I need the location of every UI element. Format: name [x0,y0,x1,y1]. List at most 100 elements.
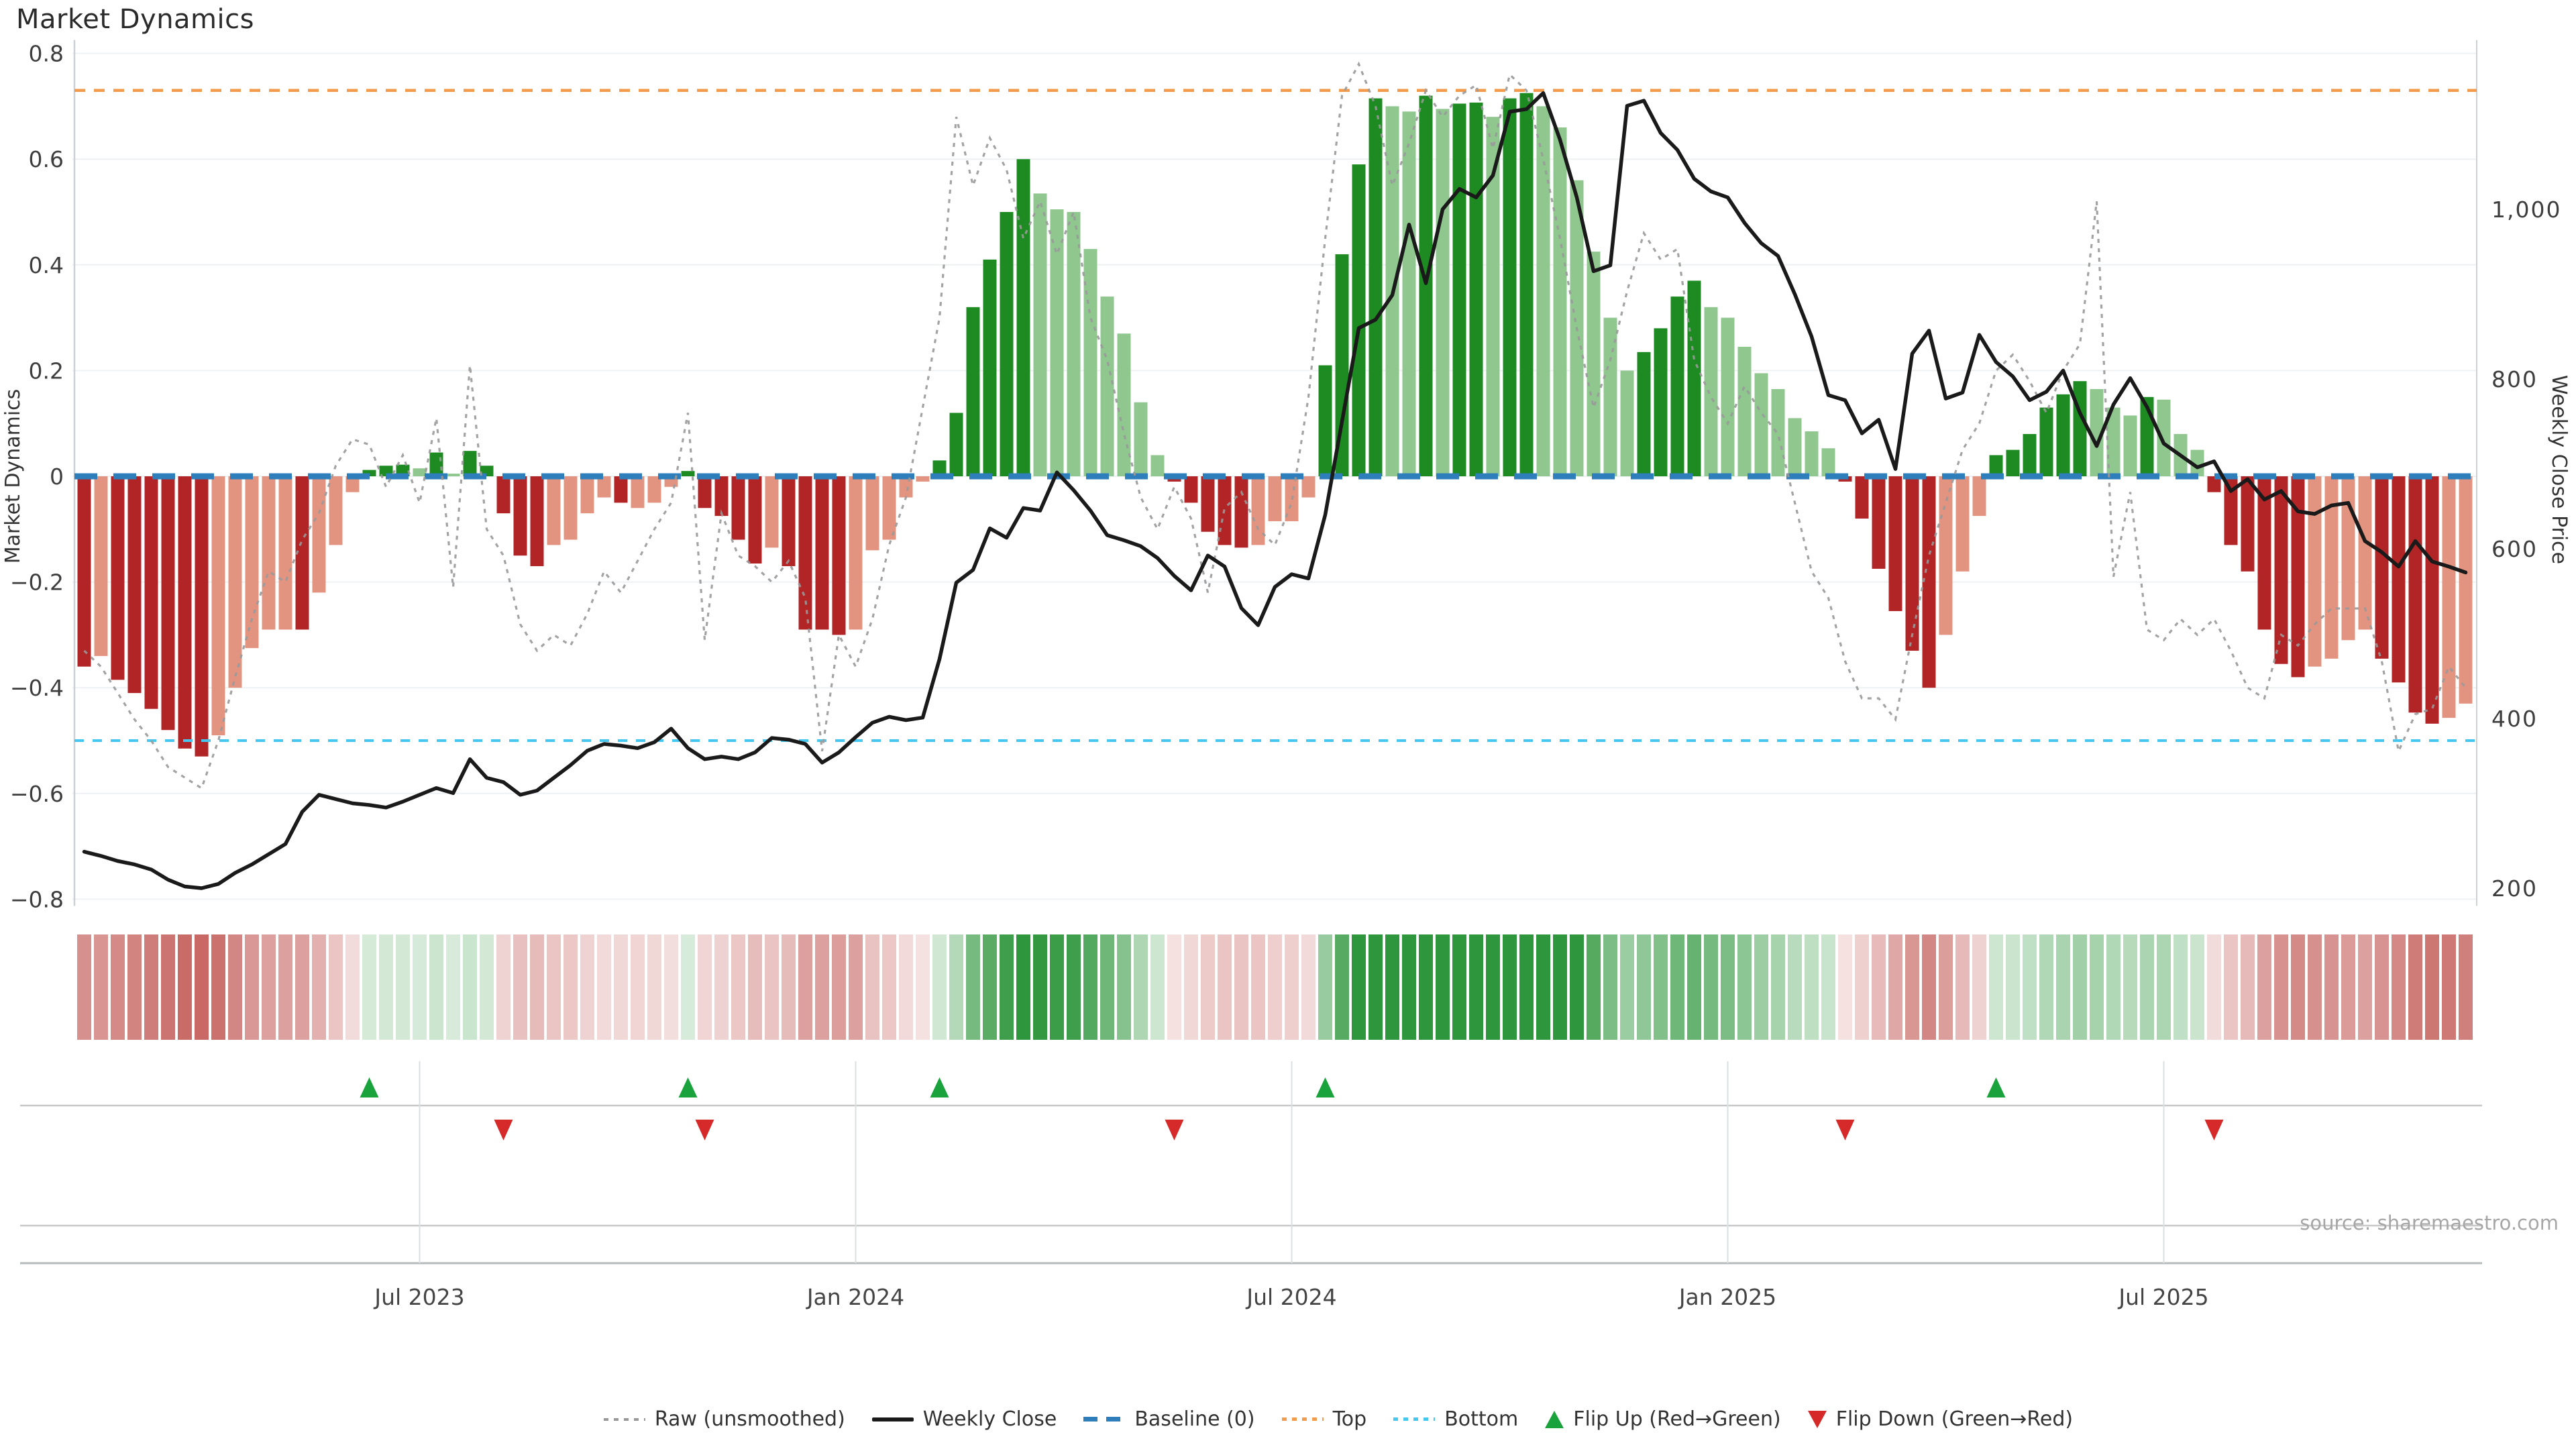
dynamics-bar [111,476,125,680]
dynamics-bar [1268,476,1282,521]
dynamics-bar [2291,476,2305,678]
page-title: Market Dynamics [16,4,254,35]
dynamics-bar [1000,212,1014,476]
right-tick-label: 1,000 [2491,197,2561,223]
heatmap-cell [463,934,477,1040]
dynamics-bar [1067,212,1081,476]
dynamics-bar [2324,476,2339,659]
legend-item-baseline: Baseline (0) [1083,1407,1255,1431]
heatmap-cell [77,934,91,1040]
heatmap-cell [966,934,980,1040]
heatmap-cell [1150,934,1165,1040]
dynamics-bar [681,471,695,476]
dynamics-bar [94,476,108,656]
heatmap-cell [1469,934,1483,1040]
x-tick-label: Jul 2025 [2117,1284,2208,1310]
heatmap-cell [2308,934,2322,1040]
dynamics-bar [1318,365,1332,476]
heatmap-cell [1654,934,1668,1040]
dynamics-bar [1721,317,1735,476]
heatmap-cell [1268,934,1282,1040]
legend-label: Bottom [1444,1407,1519,1431]
heatmap-cell [211,934,225,1040]
heatmap-cell [1687,934,1701,1040]
dynamics-bar [1335,254,1349,476]
legend-item-bottom: Bottom [1393,1407,1518,1431]
dynamics-bar [949,413,963,476]
legend-item-flip-up: Flip Up (Red→Green) [1545,1407,1781,1431]
bottom-band-icon [1393,1417,1436,1421]
dynamics-bar [1184,476,1198,503]
heatmap-cell [1620,934,1634,1040]
left-tick-label: 0.4 [29,252,64,278]
heatmap-cell [1318,934,1332,1040]
dynamics-bar [580,476,594,514]
heatmap-cell [1385,934,1399,1040]
dynamics-bar [1503,98,1517,476]
heatmap-cell [245,934,259,1040]
heatmap-cell [748,934,762,1040]
dynamics-bar [1771,388,1785,476]
dynamics-bar [496,476,511,514]
weekly-close-line-icon [871,1417,914,1421]
left-tick-label: 0.2 [29,358,64,384]
flip-up-marker [930,1077,949,1097]
dynamics-bar [698,476,712,508]
heatmap-cell [1838,934,1852,1040]
left-tick-label: −0.2 [10,570,64,596]
dynamics-bar [2056,394,2070,476]
dynamics-bar [748,476,762,564]
heatmap-cell [1251,934,1265,1040]
raw-line-icon [603,1417,645,1421]
dynamics-bar [1100,297,1114,476]
heatmap-cell [1016,934,1030,1040]
heatmap-cell [1603,934,1617,1040]
heatmap-cell [362,934,376,1040]
dynamics-bar [429,452,443,476]
heatmap-cell [1503,934,1517,1040]
weekly-close-line [82,91,2468,890]
dynamics-bar [1486,117,1500,476]
heatmap-cell [2190,934,2204,1040]
heatmap-cell [2459,934,2473,1040]
dynamics-bar [1536,106,1550,476]
heatmap-cell [2257,934,2271,1040]
heatmap-cell [513,934,527,1040]
heatmap-cell [1419,934,1433,1040]
heatmap-cell [1872,934,1886,1040]
heatmap-cell [2157,934,2171,1040]
heatmap-cell [1587,934,1601,1040]
heatmap-cell [1301,934,1316,1040]
dynamics-bar [530,476,544,566]
dynamics-bar [1855,476,1869,519]
right-tick-label: 600 [2491,536,2538,562]
heatmap-cell [1234,934,1248,1040]
heatmap-cell [195,934,209,1040]
dynamics-bar [345,476,360,492]
heatmap-cell [2140,934,2154,1040]
dynamics-bar [161,476,175,731]
dynamics-bar [782,476,796,566]
heatmap-cell [1436,934,1450,1040]
dynamics-bar [1016,159,1030,476]
heatmap-cell [664,934,678,1040]
x-tick-label: Jul 2024 [1245,1284,1336,1310]
dynamics-bar [1972,476,1986,517]
heatmap-cell [1888,934,1902,1040]
heatmap-cell [228,934,242,1040]
dynamics-bar [446,474,460,476]
dynamics-bar [1637,352,1651,476]
legend-label: Flip Down (Green→Red) [1835,1407,2074,1431]
heatmap-cell [312,934,326,1040]
dynamics-bar [547,476,561,545]
dynamics-bar [731,476,745,540]
dynamics-bar [1117,333,1131,476]
dynamics-bar [1989,455,2003,476]
dynamics-bar [1553,127,1567,477]
dynamics-bar [144,476,158,709]
dynamics-bar [1905,476,1919,651]
dynamics-bar [2358,476,2372,630]
heatmap-cell [1033,934,1047,1040]
dynamics-bar [631,476,645,508]
dynamics-bar [1737,346,1752,476]
